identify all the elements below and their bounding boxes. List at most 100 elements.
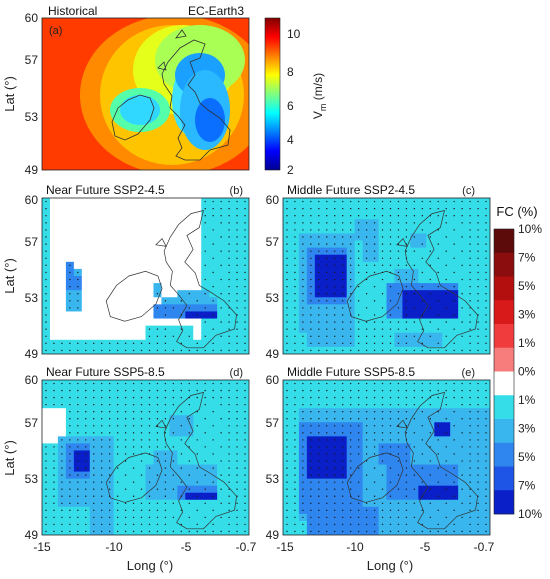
- change-cell: [434, 429, 443, 437]
- significance-dot: [349, 321, 352, 323]
- y-tick-label: 53: [25, 291, 39, 305]
- significance-dot: [429, 488, 431, 490]
- significance-dot: [53, 523, 55, 526]
- significance-dot: [349, 502, 352, 504]
- significance-dot: [485, 335, 487, 337]
- significance-dot: [236, 396, 238, 399]
- significance-dot: [405, 250, 408, 252]
- significance-dot: [373, 425, 376, 427]
- x-tick-label: -0.7: [236, 540, 257, 554]
- change-cell: [450, 415, 459, 423]
- change-cell: [105, 318, 115, 327]
- significance-dot: [69, 530, 71, 533]
- change-cell: [362, 492, 371, 501]
- significance-dot: [381, 293, 384, 295]
- significance-dot: [381, 530, 384, 533]
- change-cell: [73, 247, 83, 256]
- change-cell: [434, 304, 443, 312]
- significance-dot: [485, 271, 487, 274]
- change-cell: [185, 506, 194, 515]
- change-cell: [177, 485, 186, 494]
- significance-dot: [421, 349, 424, 352]
- change-cell: [386, 304, 395, 312]
- significance-dot: [437, 285, 439, 288]
- significance-dot: [148, 342, 151, 345]
- significance-dot: [294, 257, 296, 259]
- significance-dot: [302, 396, 304, 399]
- significance-dot: [334, 222, 336, 224]
- change-cell: [129, 240, 138, 249]
- change-cell: [450, 276, 459, 284]
- significance-dot: [310, 200, 312, 203]
- significance-dot: [437, 509, 439, 512]
- change-cell: [193, 401, 202, 409]
- change-cell: [426, 297, 435, 305]
- change-cell: [418, 290, 427, 298]
- significance-dot: [334, 257, 336, 259]
- significance-dot: [469, 293, 471, 295]
- change-cell: [434, 318, 443, 327]
- change-cell: [185, 205, 194, 213]
- significance-dot: [365, 432, 368, 434]
- panel-d-xlabel: Long (°): [127, 558, 173, 573]
- significance-dot: [196, 396, 198, 399]
- significance-dot: [61, 474, 63, 476]
- significance-dot: [318, 342, 320, 345]
- change-cell: [121, 492, 130, 501]
- y-tick-label: 53: [25, 472, 39, 486]
- significance-dot: [326, 389, 328, 392]
- significance-dot: [188, 460, 190, 462]
- significance-dot: [413, 349, 416, 352]
- significance-dot: [294, 382, 296, 385]
- significance-dot: [326, 460, 328, 462]
- significance-dot: [93, 502, 95, 504]
- significance-dot: [148, 502, 151, 504]
- significance-dot: [405, 229, 408, 231]
- change-cell: [97, 311, 107, 319]
- significance-dot: [45, 446, 47, 448]
- significance-dot: [228, 264, 230, 267]
- significance-dot: [349, 229, 352, 231]
- y-tick-label: 57: [266, 416, 280, 430]
- y-tick-label: 53: [266, 472, 280, 486]
- significance-dot: [53, 474, 55, 476]
- change-cell: [209, 233, 218, 241]
- significance-dot: [334, 389, 336, 392]
- significance-dot: [310, 396, 312, 399]
- change-cell: [177, 443, 186, 451]
- significance-dot: [413, 236, 416, 238]
- fc-tick-label: 10%: [518, 507, 542, 521]
- significance-dot: [389, 382, 392, 385]
- significance-dot: [357, 516, 360, 519]
- significance-dot: [294, 207, 296, 210]
- significance-dot: [373, 523, 376, 526]
- significance-dot: [101, 495, 103, 497]
- significance-dot: [318, 523, 320, 526]
- significance-dot: [204, 396, 206, 399]
- significance-dot: [124, 411, 127, 413]
- change-cell: [49, 415, 59, 423]
- significance-dot: [342, 474, 344, 476]
- significance-dot: [204, 418, 206, 420]
- significance-dot: [108, 502, 111, 504]
- fc-swatch: [494, 490, 514, 515]
- change-cell: [410, 268, 419, 277]
- change-cell: [426, 506, 435, 515]
- significance-dot: [294, 222, 296, 224]
- significance-dot: [365, 257, 368, 259]
- significance-dot: [381, 264, 384, 267]
- significance-dot: [365, 418, 368, 420]
- significance-dot: [389, 215, 392, 217]
- significance-dot: [445, 222, 447, 224]
- change-cell: [129, 297, 138, 305]
- significance-dot: [342, 285, 344, 288]
- significance-dot: [286, 382, 288, 385]
- significance-dot: [318, 285, 320, 288]
- significance-dot: [349, 418, 352, 420]
- change-cell: [81, 304, 91, 312]
- significance-dot: [204, 516, 206, 519]
- significance-dot: [326, 509, 328, 512]
- y-tick-label: 60: [266, 193, 280, 207]
- change-cell: [113, 254, 123, 263]
- change-cell: [113, 205, 123, 213]
